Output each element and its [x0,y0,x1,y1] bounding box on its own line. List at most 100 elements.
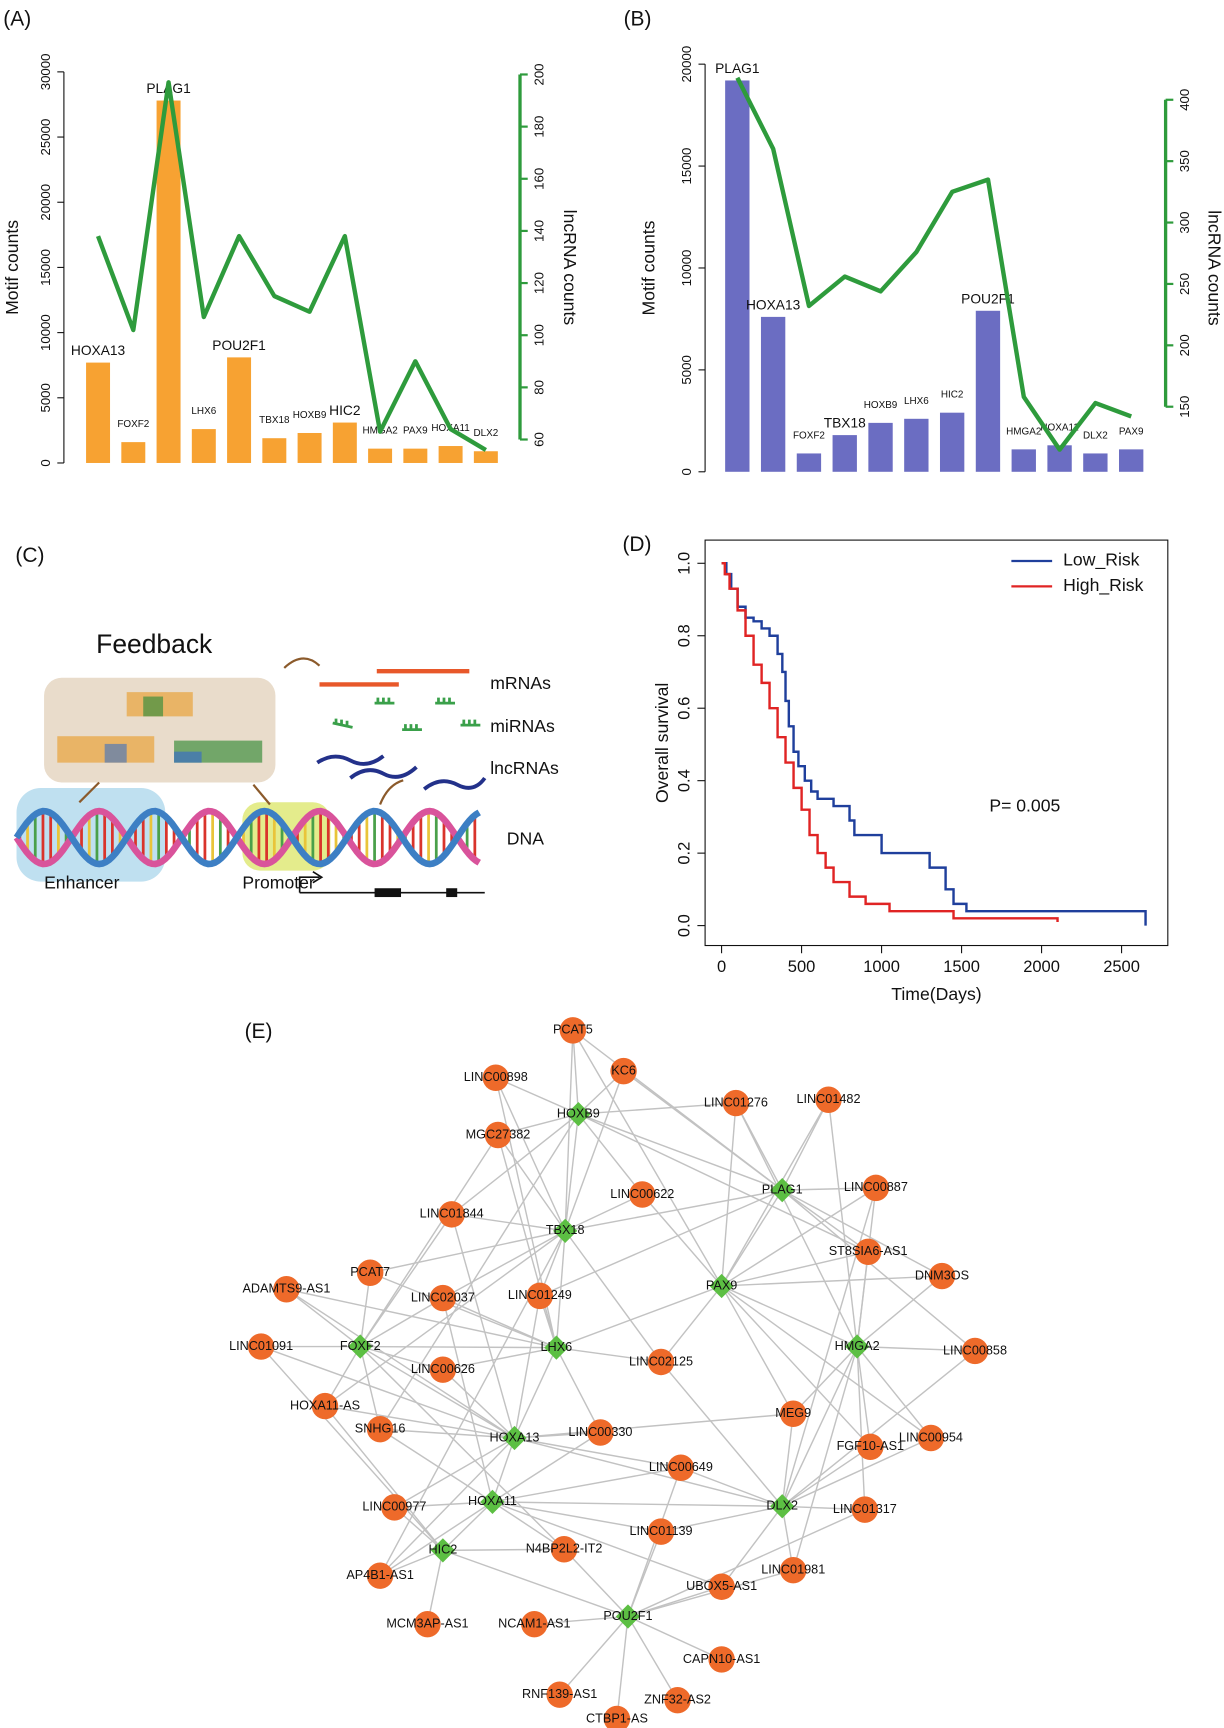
node-label: LINC00954 [899,1430,963,1444]
edge [735,1102,858,1347]
motif-logos [57,692,263,763]
y2-tick-label: 250 [1177,273,1192,295]
y-tick-label: 20000 [38,184,53,221]
edge [721,1275,942,1287]
annotation: P= 0.005 [989,795,1060,815]
node-label: LINC00622 [610,1187,674,1201]
bar [156,100,181,463]
y-tick-label: 1.0 [675,552,694,575]
lncrnas [316,754,487,791]
node-label: LINC00330 [568,1425,632,1439]
y-tick-label: 20000 [679,46,694,83]
bar [86,362,111,463]
edge [442,1230,566,1299]
logo [174,751,202,763]
edge [577,1113,643,1195]
edge [856,1346,866,1510]
lncrna-node [647,1348,675,1376]
arrow [283,657,321,669]
edge [792,1346,858,1571]
node-label: KC6 [611,1063,636,1077]
edge [856,1275,943,1348]
lncrna-node [247,1333,275,1360]
bar [1083,453,1108,472]
x-axis-label: Time(Days) [891,984,981,1004]
tf-node [770,1177,795,1203]
logo [104,743,127,763]
y-tick-label: 5000 [679,355,694,384]
edge [721,1505,783,1588]
lncrna-node [780,1556,807,1584]
category-label: DLX2 [1083,430,1108,441]
bar [1011,449,1036,472]
molecule-label: miRNAs [490,716,555,736]
tf-node [566,1101,591,1127]
node-label: POU2F1 [603,1609,652,1623]
lncrna-node [438,1201,465,1228]
y2-tick-label: 150 [1177,396,1192,418]
edge [792,1346,858,1415]
edge [578,1113,869,1253]
node-label: LINC00887 [844,1180,908,1194]
edge [781,1189,976,1352]
region-label: Promoter [242,872,315,892]
lncrna-node [780,1400,807,1427]
edge [260,1346,444,1551]
edge [379,1428,493,1503]
edge [781,1187,877,1507]
lncrna-node [629,1181,656,1208]
edge [857,1345,976,1352]
edge [781,1413,794,1507]
edge [660,1361,783,1507]
tf-node [845,1334,870,1359]
edge [514,1431,601,1439]
y2-tick-label: 350 [1177,150,1192,172]
edge [578,1102,736,1115]
edge [497,1113,579,1136]
edge [782,1187,876,1191]
mirna [402,724,422,731]
y2-tick-label: 120 [531,272,546,294]
edge [369,1272,557,1349]
node-label: LINC02125 [629,1354,693,1368]
lncrna-node [366,1415,394,1443]
edge [492,1431,601,1503]
edge [572,1030,580,1115]
lncrna [422,776,487,791]
arrow [379,779,404,805]
node-label: HOXA11 [468,1494,517,1508]
node-label: PCAT7 [350,1265,390,1279]
category-label: HOXA13 [746,298,801,313]
edge [451,1113,579,1215]
bar [1119,449,1144,472]
strand [13,807,481,868]
edge [660,1505,783,1533]
edge [491,1437,516,1503]
tf-node [615,1604,641,1629]
bar [904,418,929,472]
y2-tick-label: 300 [1177,212,1192,234]
y2-tick-label: 180 [531,116,546,138]
category-label: LHX6 [904,396,929,407]
x-tick-label: 2500 [1103,957,1140,976]
edge [492,1501,722,1588]
y2-tick-label: 140 [531,220,546,242]
plot-frame [704,539,1169,947]
edge [492,1501,565,1550]
edge [360,1345,557,1349]
edge [721,1251,869,1287]
bar [403,448,428,463]
node-label: MCM3AP-AS1 [386,1617,468,1631]
y2-tick-label: 80 [531,380,546,395]
bar [262,438,287,463]
region-label: Enhancer [44,872,120,892]
mirna [374,697,395,705]
edge [324,1405,444,1551]
node-label: PAX9 [706,1278,737,1292]
edge [451,1213,566,1232]
category-label: DLX2 [473,428,498,439]
mirnas [332,697,481,731]
x-tick-label: 1000 [863,957,900,976]
node-label: N4BP2L2-IT2 [526,1542,603,1556]
y-tick-label: 0.4 [675,769,694,792]
